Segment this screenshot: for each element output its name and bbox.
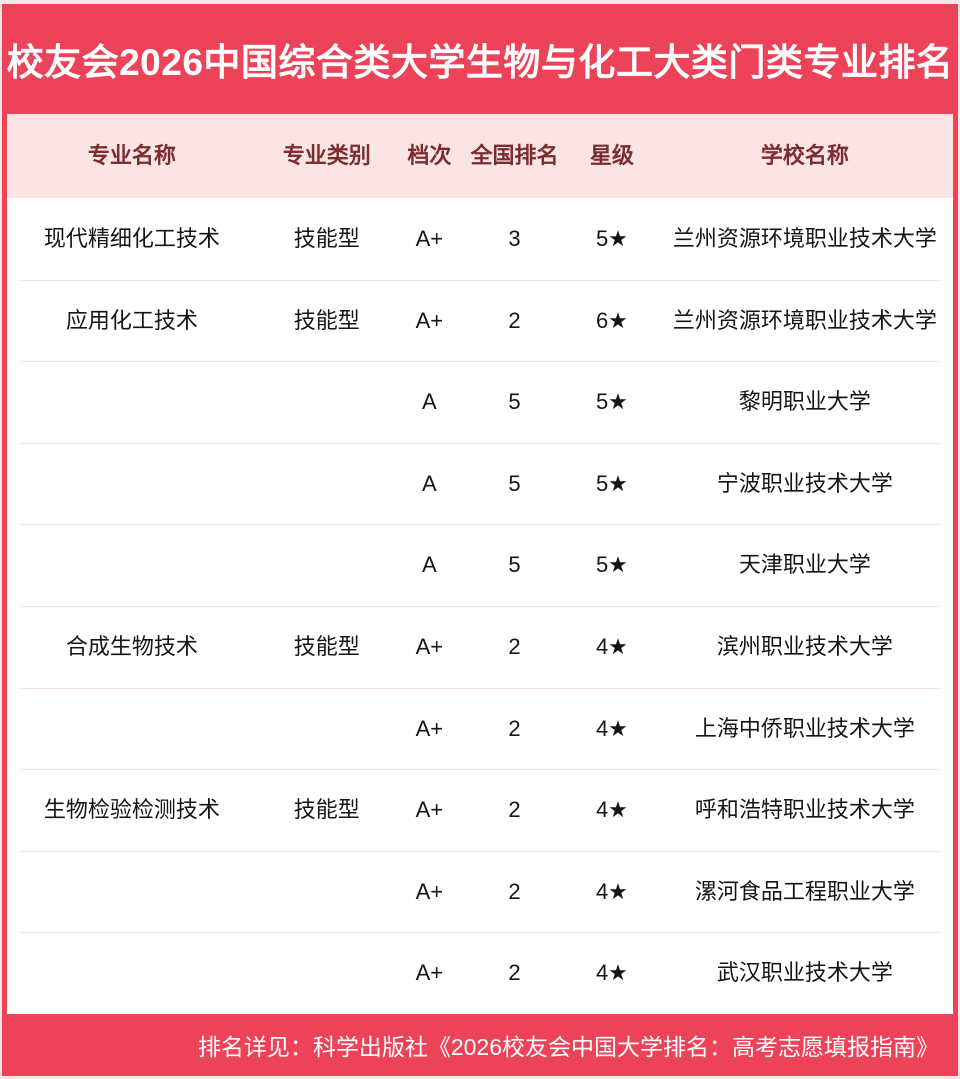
cell-rank: 3 [508,226,521,252]
cell-rank: 2 [508,307,521,333]
cell-school: 兰州资源环境职业技术大学 [672,307,937,333]
table-row: A+ 2 4★ 漯河食品工程职业大学 [7,850,953,933]
header-cell-stars: 星级 [589,143,634,169]
header-cell-grade: 档次 [407,143,452,169]
cell-school: 兰州资源环境职业技术大学 [672,226,937,252]
table-row: A+ 2 4★ 上海中侨职业技术大学 [7,687,953,770]
title-banner: 校友会2026中国综合类大学生物与化工大类门类专业排名 [7,4,953,114]
cell-grade: A [422,389,437,415]
cell-stars: 5★ [595,470,628,496]
cell-school: 黎明职业大学 [738,389,871,415]
footer-source-text: 排名详见：科学出版社《2026校友会中国大学排名：高考志愿填报指南》 [197,1034,939,1060]
table-row: 现代精细化工技术 技能型 A+ 3 5★ 兰州资源环境职业技术大学 [7,198,953,280]
header-cell-school: 学校名称 [760,143,849,169]
cell-stars: 4★ [595,634,628,660]
cell-grade: A+ [415,715,444,741]
table-row: A 5 5★ 宁波职业技术大学 [7,442,953,525]
table-row: A 5 5★ 天津职业大学 [7,524,953,606]
cell-stars: 4★ [595,878,628,904]
cell-grade: A+ [415,226,444,252]
cell-category: 技能型 [293,634,360,660]
cell-grade: A [422,552,437,578]
page-title: 校友会2026中国综合类大学生物与化工大类门类专业排名 [6,42,954,83]
table-row: A+ 2 4★ 武汉职业技术大学 [7,932,953,1014]
cell-school: 上海中侨职业技术大学 [694,715,915,741]
table-header-row: 专业名称 专业类别 档次 全国排名 星级 学校名称 [7,114,953,198]
cell-grade: A+ [415,797,444,823]
cell-school: 漯河食品工程职业大学 [694,878,915,904]
cell-category: 技能型 [293,307,360,333]
header-cell-rank: 全国排名 [470,143,559,169]
cell-grade: A+ [415,878,444,904]
footer-bar: 排名详见：科学出版社《2026校友会中国大学排名：高考志愿填报指南》 [7,1014,953,1076]
cell-category: 技能型 [293,226,360,252]
cell-rank: 2 [508,960,521,986]
cell-rank: 2 [508,715,521,741]
cell-major: 合成生物技术 [65,634,198,660]
cell-stars: 5★ [595,226,628,252]
cell-school: 武汉职业技术大学 [716,960,893,986]
header-cell-category: 专业类别 [282,143,371,169]
cell-rank: 5 [508,470,521,496]
cell-major: 生物检验检测技术 [43,797,220,823]
cell-rank: 2 [508,634,521,660]
cell-major: 现代精细化工技术 [43,226,220,252]
header-cell-major: 专业名称 [87,143,176,169]
cell-grade: A+ [415,634,444,660]
table-row: 生物检验检测技术 技能型 A+ 2 4★ 呼和浩特职业技术大学 [7,769,953,851]
ranking-card: 校友会2026中国综合类大学生物与化工大类门类专业排名 专业名称 专业类别 档次… [2,4,958,1076]
cell-rank: 2 [508,797,521,823]
cell-stars: 4★ [595,960,628,986]
cell-school: 宁波职业技术大学 [716,470,893,496]
cell-stars: 6★ [595,307,628,333]
table-row: A 5 5★ 黎明职业大学 [7,361,953,443]
cell-school: 天津职业大学 [738,552,871,578]
cell-school: 呼和浩特职业技术大学 [694,797,915,823]
cell-stars: 4★ [595,797,628,823]
cell-rank: 5 [508,389,521,415]
table-row: 合成生物技术 技能型 A+ 2 4★ 滨州职业技术大学 [7,605,953,688]
table-row: 应用化工技术 技能型 A+ 2 6★ 兰州资源环境职业技术大学 [7,279,953,362]
cell-stars: 5★ [595,552,628,578]
cell-stars: 5★ [595,389,628,415]
cell-major: 应用化工技术 [65,307,198,333]
cell-grade: A+ [415,960,444,986]
cell-grade: A+ [415,307,444,333]
cell-grade: A [422,470,437,496]
cell-category: 技能型 [293,797,360,823]
cell-rank: 5 [508,552,521,578]
cell-stars: 4★ [595,715,628,741]
table-body: 现代精细化工技术 技能型 A+ 3 5★ 兰州资源环境职业技术大学 应用化工技术… [7,198,953,1014]
cell-rank: 2 [508,878,521,904]
cell-school: 滨州职业技术大学 [716,634,893,660]
